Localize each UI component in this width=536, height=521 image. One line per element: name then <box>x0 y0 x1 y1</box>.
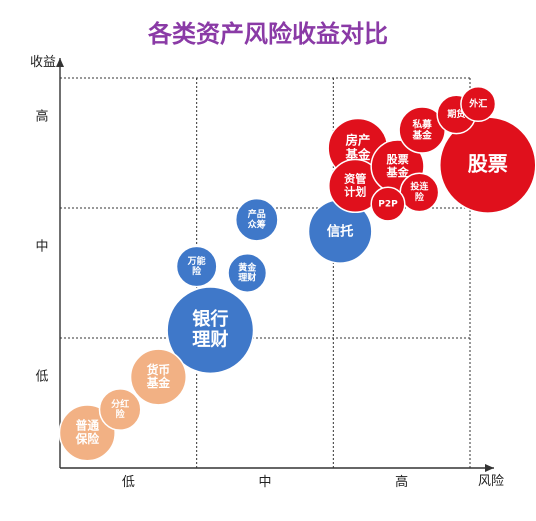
bubble-label: 基金 <box>412 130 433 142</box>
bubble-label: 黄金 <box>238 261 257 273</box>
bubble-label: 私募 <box>412 118 433 130</box>
y-axis-label: 收益 <box>30 55 56 70</box>
y-tick-label: 低 <box>35 370 48 385</box>
bubble: 投连险 <box>399 172 440 213</box>
bubble-label: 银行 <box>192 308 228 330</box>
bubble-circle <box>98 388 142 431</box>
bubble-label: 理财 <box>238 272 256 284</box>
y-tick-label: 高 <box>35 109 48 125</box>
bubble-circle <box>175 245 218 288</box>
bubble-label: 信托 <box>327 222 354 239</box>
chart-axes: 收益 风险 <box>30 55 504 489</box>
bubble-label: P2P <box>378 200 398 210</box>
bubble-label: 资管 <box>344 172 366 186</box>
bubble-label: 险 <box>415 191 425 203</box>
bubble: 外汇 <box>460 85 497 123</box>
bubble: P2P <box>370 186 406 222</box>
bubble-label: 基金 <box>385 165 409 179</box>
bubble-label: 外汇 <box>468 98 487 110</box>
chart-bubbles: 股票银行理财信托房产基金普通保险货币基金资管计划股票基金私募基金产品众筹分红险万… <box>58 85 536 462</box>
x-axis-label: 风险 <box>478 474 504 489</box>
bubble: 分红险 <box>98 388 142 431</box>
bubble-label: 股票 <box>386 153 408 166</box>
bubble-label: 股票 <box>468 152 508 176</box>
x-tick-label: 高 <box>395 474 408 490</box>
bubble-label: 基金 <box>344 147 370 162</box>
bubble-label: 房产 <box>345 133 370 148</box>
bubble-label: 普通 <box>76 419 100 433</box>
bubble-label: 险 <box>116 408 126 420</box>
bubble-label: 众筹 <box>248 218 266 230</box>
bubble-label: 投连 <box>410 181 429 193</box>
bubble-label: 分红 <box>111 398 129 410</box>
bubble-circle <box>234 197 279 242</box>
bubble-label: 理财 <box>192 329 228 351</box>
bubble: 信托 <box>307 198 373 264</box>
bubble-label: 期货 <box>447 108 465 120</box>
y-axis-arrow-icon <box>56 58 64 67</box>
x-tick-label: 中 <box>258 475 271 490</box>
bubble-label: 产品 <box>248 208 266 220</box>
bubble-label: 保险 <box>75 432 100 446</box>
bubble-circle <box>166 286 255 375</box>
bubble-circle <box>370 186 406 222</box>
y-tick-label: 中 <box>35 240 48 255</box>
bubble-label: 险 <box>192 265 202 277</box>
bubble-label: 货币 <box>146 363 171 377</box>
chart-ticks: 低中高低中高 <box>35 109 408 491</box>
bubble-label: 基金 <box>146 376 171 390</box>
chart-title: 各类资产风险收益对比 <box>147 20 388 48</box>
bubble-label: 万能 <box>187 255 206 267</box>
bubble: 万能险 <box>175 245 218 288</box>
bubble-circle <box>227 253 268 293</box>
x-axis-arrow-icon <box>485 464 494 472</box>
x-tick-label: 低 <box>122 475 135 490</box>
bubble-circle <box>460 85 497 123</box>
bubble-label: 计划 <box>344 184 366 198</box>
bubble-circle <box>129 348 187 406</box>
